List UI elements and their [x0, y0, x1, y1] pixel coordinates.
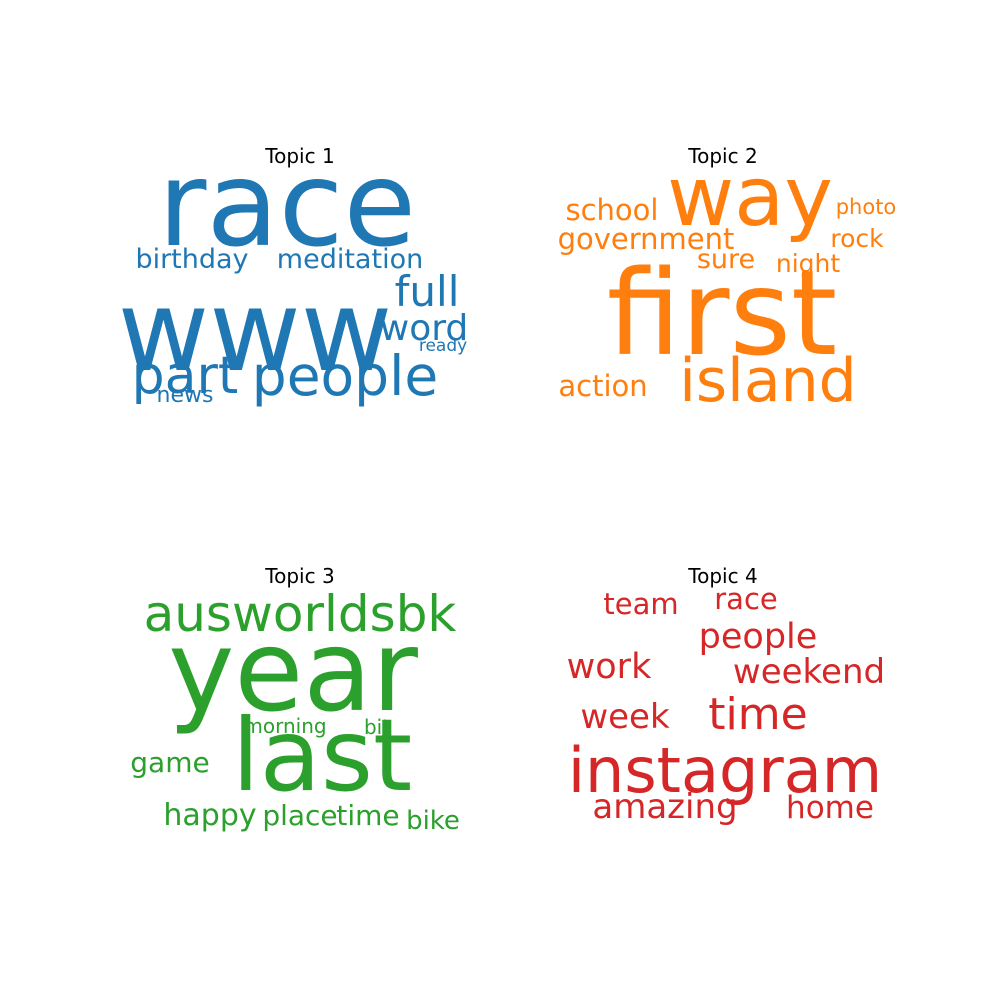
topic-2-word-night: night: [776, 249, 841, 278]
topic-3-word-bike: bike: [406, 806, 460, 836]
topic-4-word-race: race: [714, 582, 777, 616]
topic-2-word-school: school: [566, 193, 659, 227]
topic-2-word-sure: sure: [697, 244, 755, 275]
topic-4-word-work: work: [567, 647, 652, 687]
topic-2-word-way: way: [667, 150, 833, 245]
topic-4-word-amazing: amazing: [592, 787, 737, 827]
topic-4-word-team: team: [603, 587, 678, 621]
topic-3-word-bit: bit: [364, 715, 390, 739]
topic-4-word-weekend: weekend: [733, 652, 885, 692]
topic-3-word-game: game: [130, 746, 209, 779]
topic-2-word-rock: rock: [830, 224, 884, 253]
topic-4-word-week: week: [580, 697, 670, 737]
topic-1-word-word: word: [380, 308, 469, 349]
topic-4-title: Topic 4: [687, 564, 757, 588]
topic-1-title: Topic 1: [264, 144, 334, 168]
topic-2-word-first: first: [607, 244, 838, 382]
topic-3-word-year: year: [168, 607, 419, 737]
topic-3-word-place: place: [262, 799, 337, 832]
topic-2-word-photo: photo: [836, 195, 897, 219]
topic-3-word-happy: happy: [163, 798, 256, 833]
topic-2-title: Topic 2: [687, 144, 757, 168]
topic-1-word-part: part: [132, 346, 239, 406]
topic-3-word-last: last: [232, 697, 412, 814]
topic-1-word-www: www: [118, 267, 393, 397]
topic-4-word-home: home: [786, 790, 874, 826]
topic-3-title: Topic 3: [264, 564, 334, 588]
topic-1-word-ready: ready: [419, 336, 467, 356]
topic-2-word-island: island: [679, 346, 856, 416]
topic-1-word-meditation: meditation: [277, 244, 423, 275]
topic-3-word-morning: morning: [243, 714, 326, 738]
topic-2-word-government: government: [558, 222, 735, 256]
topic-3-word-ausworldsbk: ausworldsbk: [144, 585, 457, 643]
topic-1-word-news: news: [157, 383, 214, 408]
topic-4-word-instagram: instagram: [568, 734, 882, 807]
topic-4-word-time: time: [708, 689, 807, 740]
topic-4-word-people: people: [699, 617, 818, 657]
topic-1-word-full: full: [395, 267, 460, 316]
topic-1-word-people: people: [252, 344, 438, 408]
topic-3-word-time: time: [336, 799, 399, 832]
topic-1-word-race: race: [158, 135, 416, 273]
topic-1-word-birthday: birthday: [135, 244, 248, 275]
topic-2-word-action: action: [558, 369, 647, 403]
